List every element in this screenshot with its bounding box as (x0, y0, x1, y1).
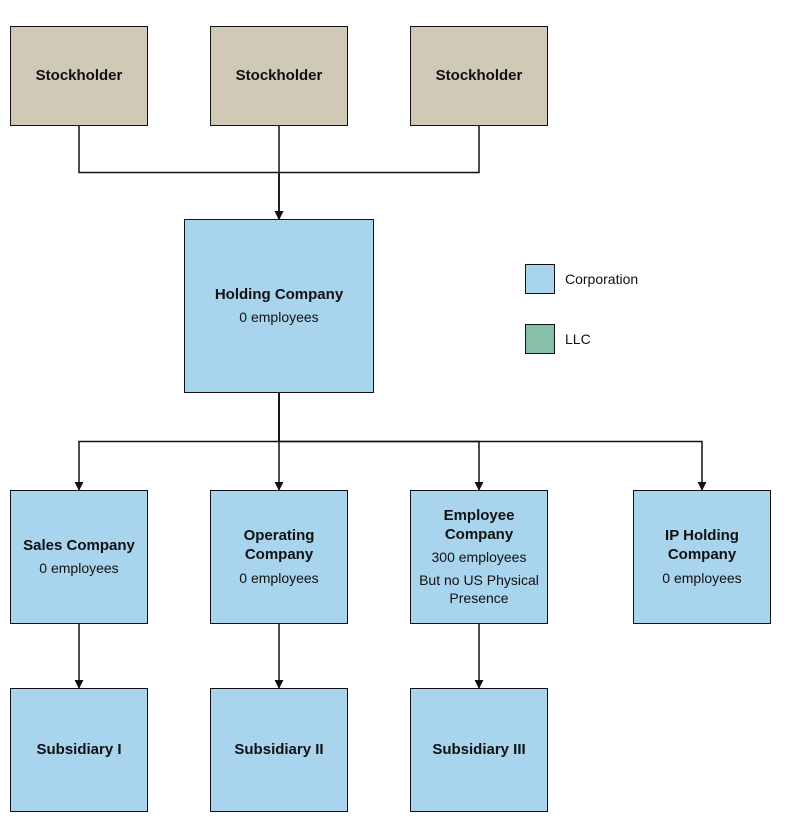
node-subsidiary-1: Subsidiary I (10, 688, 148, 812)
node-title: Stockholder (436, 67, 523, 86)
node-subtitle: 0 employees (39, 559, 118, 577)
node-title: Subsidiary III (432, 741, 525, 760)
node-title: Subsidiary I (36, 741, 121, 760)
node-subtitle-2: But no US Physical Presence (417, 571, 541, 607)
node-title: Employee Company (417, 507, 541, 545)
node-stockholder-1: Stockholder (10, 26, 148, 126)
node-ip-holding-company: IP Holding Company 0 employees (633, 490, 771, 624)
legend-swatch-corporation (525, 264, 555, 294)
node-subsidiary-3: Subsidiary III (410, 688, 548, 812)
node-subtitle: 0 employees (239, 569, 318, 587)
node-subtitle: 300 employees (432, 548, 527, 566)
node-sales-company: Sales Company 0 employees (10, 490, 148, 624)
legend-label-llc: LLC (565, 331, 591, 347)
node-title: Operating Company (217, 527, 341, 565)
node-subtitle: 0 employees (662, 569, 741, 587)
node-subtitle: 0 employees (239, 308, 318, 326)
node-operating-company: Operating Company 0 employees (210, 490, 348, 624)
node-subsidiary-2: Subsidiary II (210, 688, 348, 812)
legend-label-corporation: Corporation (565, 271, 638, 287)
node-stockholder-2: Stockholder (210, 26, 348, 126)
node-title: Holding Company (215, 286, 343, 305)
node-title: Subsidiary II (234, 741, 323, 760)
node-stockholder-3: Stockholder (410, 26, 548, 126)
node-title: Stockholder (36, 67, 123, 86)
node-title: Sales Company (23, 537, 135, 556)
legend-swatch-llc (525, 324, 555, 354)
node-title: Stockholder (236, 67, 323, 86)
node-holding-company: Holding Company 0 employees (184, 219, 374, 393)
node-title: IP Holding Company (640, 527, 764, 565)
node-employee-company: Employee Company 300 employees But no US… (410, 490, 548, 624)
org-chart-canvas: Stockholder Stockholder Stockholder Hold… (0, 0, 800, 822)
